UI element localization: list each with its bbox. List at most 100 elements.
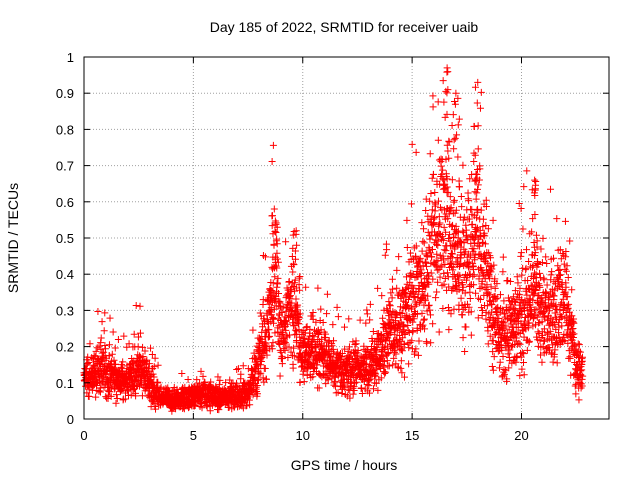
data-point xyxy=(484,225,492,233)
data-point xyxy=(86,340,94,348)
data-point xyxy=(289,364,297,372)
data-point xyxy=(462,221,470,229)
data-point xyxy=(405,344,413,352)
data-point xyxy=(450,233,458,241)
data-point xyxy=(471,176,479,184)
data-point xyxy=(325,338,333,346)
data-point xyxy=(268,212,276,220)
data-point xyxy=(329,321,337,329)
data-point xyxy=(570,330,578,338)
data-point xyxy=(473,165,481,173)
data-point xyxy=(439,166,447,174)
data-point xyxy=(293,303,301,311)
data-point xyxy=(366,361,374,369)
data-point xyxy=(134,333,142,341)
data-point xyxy=(513,273,521,281)
data-point xyxy=(452,89,460,97)
data-point xyxy=(257,369,265,377)
data-point xyxy=(215,381,223,389)
data-point xyxy=(269,289,277,297)
data-point xyxy=(436,219,444,227)
data-point xyxy=(554,319,562,327)
data-point xyxy=(233,365,241,373)
data-point xyxy=(246,401,254,409)
data-point xyxy=(278,308,286,316)
data-point xyxy=(481,275,489,283)
data-point xyxy=(461,348,469,356)
data-point xyxy=(553,215,561,223)
data-point xyxy=(470,122,478,130)
data-point xyxy=(267,278,275,286)
data-point xyxy=(515,199,523,207)
data-point xyxy=(455,115,463,123)
y-tick-label: 0.4 xyxy=(56,267,74,282)
data-point xyxy=(442,247,450,255)
data-point xyxy=(493,280,501,288)
data-point xyxy=(132,302,140,310)
data-point xyxy=(549,290,557,298)
data-point xyxy=(431,214,439,222)
data-point xyxy=(392,350,400,358)
data-point xyxy=(455,279,463,287)
data-point xyxy=(517,204,525,212)
data-point xyxy=(412,253,420,261)
data-point xyxy=(477,206,485,214)
data-point xyxy=(547,314,555,322)
data-point xyxy=(149,382,157,390)
data-point xyxy=(473,99,481,107)
data-point xyxy=(440,269,448,277)
data-point xyxy=(303,371,311,379)
data-point xyxy=(434,197,442,205)
x-tick-label: 20 xyxy=(514,428,528,443)
data-point xyxy=(341,384,349,392)
data-point xyxy=(420,225,428,233)
data-point xyxy=(113,395,121,403)
data-point xyxy=(400,340,408,348)
data-point xyxy=(132,392,140,400)
data-point xyxy=(413,300,421,308)
data-point xyxy=(518,271,526,279)
data-point xyxy=(96,388,104,396)
data-point xyxy=(412,345,420,353)
data-point xyxy=(295,314,303,322)
data-point xyxy=(459,161,467,169)
data-point xyxy=(380,357,388,365)
data-point xyxy=(408,140,416,148)
data-point xyxy=(443,110,451,118)
data-point xyxy=(404,296,412,304)
data-point xyxy=(273,264,281,272)
data-point xyxy=(473,189,481,197)
data-point xyxy=(482,203,490,211)
data-point xyxy=(516,340,524,348)
data-point xyxy=(288,299,296,307)
data-point xyxy=(539,234,547,242)
data-point xyxy=(450,136,458,144)
data-point xyxy=(434,136,442,144)
data-point xyxy=(83,360,91,368)
data-point xyxy=(525,319,533,327)
data-point xyxy=(448,121,456,129)
data-point xyxy=(454,153,462,161)
data-point xyxy=(517,353,525,361)
data-point xyxy=(532,231,540,239)
data-point xyxy=(483,281,491,289)
data-point xyxy=(458,203,466,211)
data-point xyxy=(284,353,292,361)
data-point xyxy=(392,317,400,325)
data-point xyxy=(308,347,316,355)
data-point xyxy=(344,347,352,355)
y-tick-label: 1 xyxy=(67,50,74,65)
data-point xyxy=(440,98,448,106)
data-point xyxy=(388,294,396,302)
data-point xyxy=(465,258,473,266)
data-point xyxy=(470,245,478,253)
data-point xyxy=(391,331,399,339)
data-point xyxy=(296,286,304,294)
data-point xyxy=(422,258,430,266)
data-point xyxy=(365,382,373,390)
data-point xyxy=(518,310,526,318)
data-point xyxy=(454,242,462,250)
data-point xyxy=(395,253,403,261)
data-point xyxy=(470,271,478,279)
data-point xyxy=(551,346,559,354)
